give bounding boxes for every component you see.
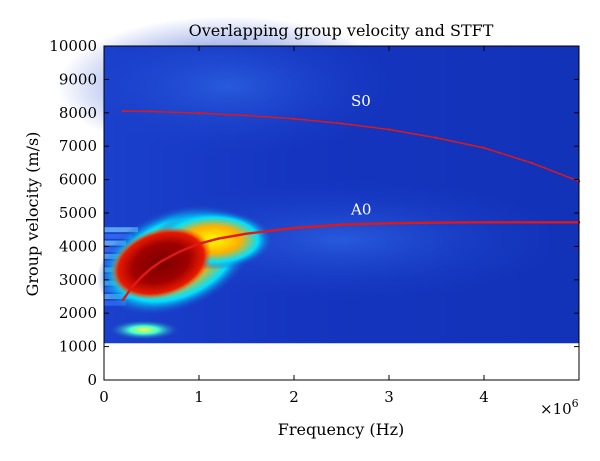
series-point-a0 bbox=[197, 242, 201, 245]
series-point-s0 bbox=[387, 128, 391, 131]
y-tick-label: 6000 bbox=[59, 171, 97, 189]
series-point-s0 bbox=[245, 114, 248, 117]
series-point-a0 bbox=[245, 232, 248, 235]
y-tick-label: 10000 bbox=[49, 37, 97, 55]
series-point-s0 bbox=[435, 136, 438, 140]
heatmap-stripe bbox=[104, 227, 138, 233]
x-tick-label: 4 bbox=[479, 388, 489, 406]
series-point-a0 bbox=[121, 298, 125, 302]
x-tick-label: 1 bbox=[194, 388, 204, 406]
series-point-s0 bbox=[292, 117, 296, 121]
y-tick-label: 7000 bbox=[59, 137, 97, 155]
y-tick-label: 5000 bbox=[59, 204, 97, 222]
chart-title: Overlapping group velocity and STFT bbox=[189, 21, 494, 40]
series-point-a0 bbox=[340, 223, 343, 226]
series-point-a0 bbox=[131, 285, 134, 288]
series-layer bbox=[121, 109, 581, 302]
y-tick-label: 1000 bbox=[59, 338, 97, 356]
curve-label-s0: S0 bbox=[351, 92, 371, 110]
series-point-a0 bbox=[159, 260, 163, 263]
y-tick-label: 8000 bbox=[59, 104, 97, 122]
series-point-s0 bbox=[150, 110, 153, 113]
series-point-a0 bbox=[292, 226, 296, 230]
x-tick-label: 2 bbox=[289, 388, 299, 406]
x-axis-multiplier-exponent: 6 bbox=[572, 397, 579, 410]
y-tick-label: 2000 bbox=[59, 304, 97, 322]
series-point-s0 bbox=[121, 109, 125, 113]
series-point-s0 bbox=[482, 146, 486, 150]
curve-label-a0: A0 bbox=[350, 201, 371, 219]
y-axis-title: Group velocity (m/s) bbox=[23, 132, 42, 297]
series-point-a0 bbox=[435, 221, 438, 224]
y-tick-label: 3000 bbox=[59, 271, 97, 289]
annotation-layer: S0 A0 bbox=[350, 92, 371, 219]
series-point-a0 bbox=[140, 275, 144, 278]
series-point-a0 bbox=[178, 250, 182, 253]
series-point-s0 bbox=[530, 161, 533, 165]
x-tick-label: 3 bbox=[384, 388, 394, 406]
heatmap-low-velocity-region bbox=[107, 319, 180, 340]
series-point-a0 bbox=[530, 221, 533, 224]
stft-heatmap bbox=[57, 16, 579, 344]
y-tick-label: 4000 bbox=[59, 237, 97, 255]
series-line-a0 bbox=[121, 221, 581, 302]
series-point-s0 bbox=[197, 111, 201, 115]
ticks-layer: 0 1 2 3 4 0 1000 2000 3000 4000 5000 6000 7000 8000 90… bbox=[49, 37, 579, 406]
series-point-a0 bbox=[150, 266, 153, 270]
series-point-a0 bbox=[387, 222, 391, 225]
y-tick-label: 0 bbox=[87, 371, 97, 389]
x-axis-multiplier-base: ×10 bbox=[540, 400, 572, 418]
series-point-a0 bbox=[216, 237, 220, 240]
series-point-s0 bbox=[340, 122, 343, 125]
series-point-a0 bbox=[482, 221, 486, 224]
x-axis-title: Frequency (Hz) bbox=[278, 420, 405, 439]
x-tick-label: 0 bbox=[99, 388, 109, 406]
heatmap-energy-core bbox=[110, 226, 212, 300]
y-tick-label: 9000 bbox=[59, 70, 97, 88]
heatmap-stripe bbox=[104, 233, 132, 239]
x-axis-multiplier: ×106 bbox=[540, 397, 579, 418]
